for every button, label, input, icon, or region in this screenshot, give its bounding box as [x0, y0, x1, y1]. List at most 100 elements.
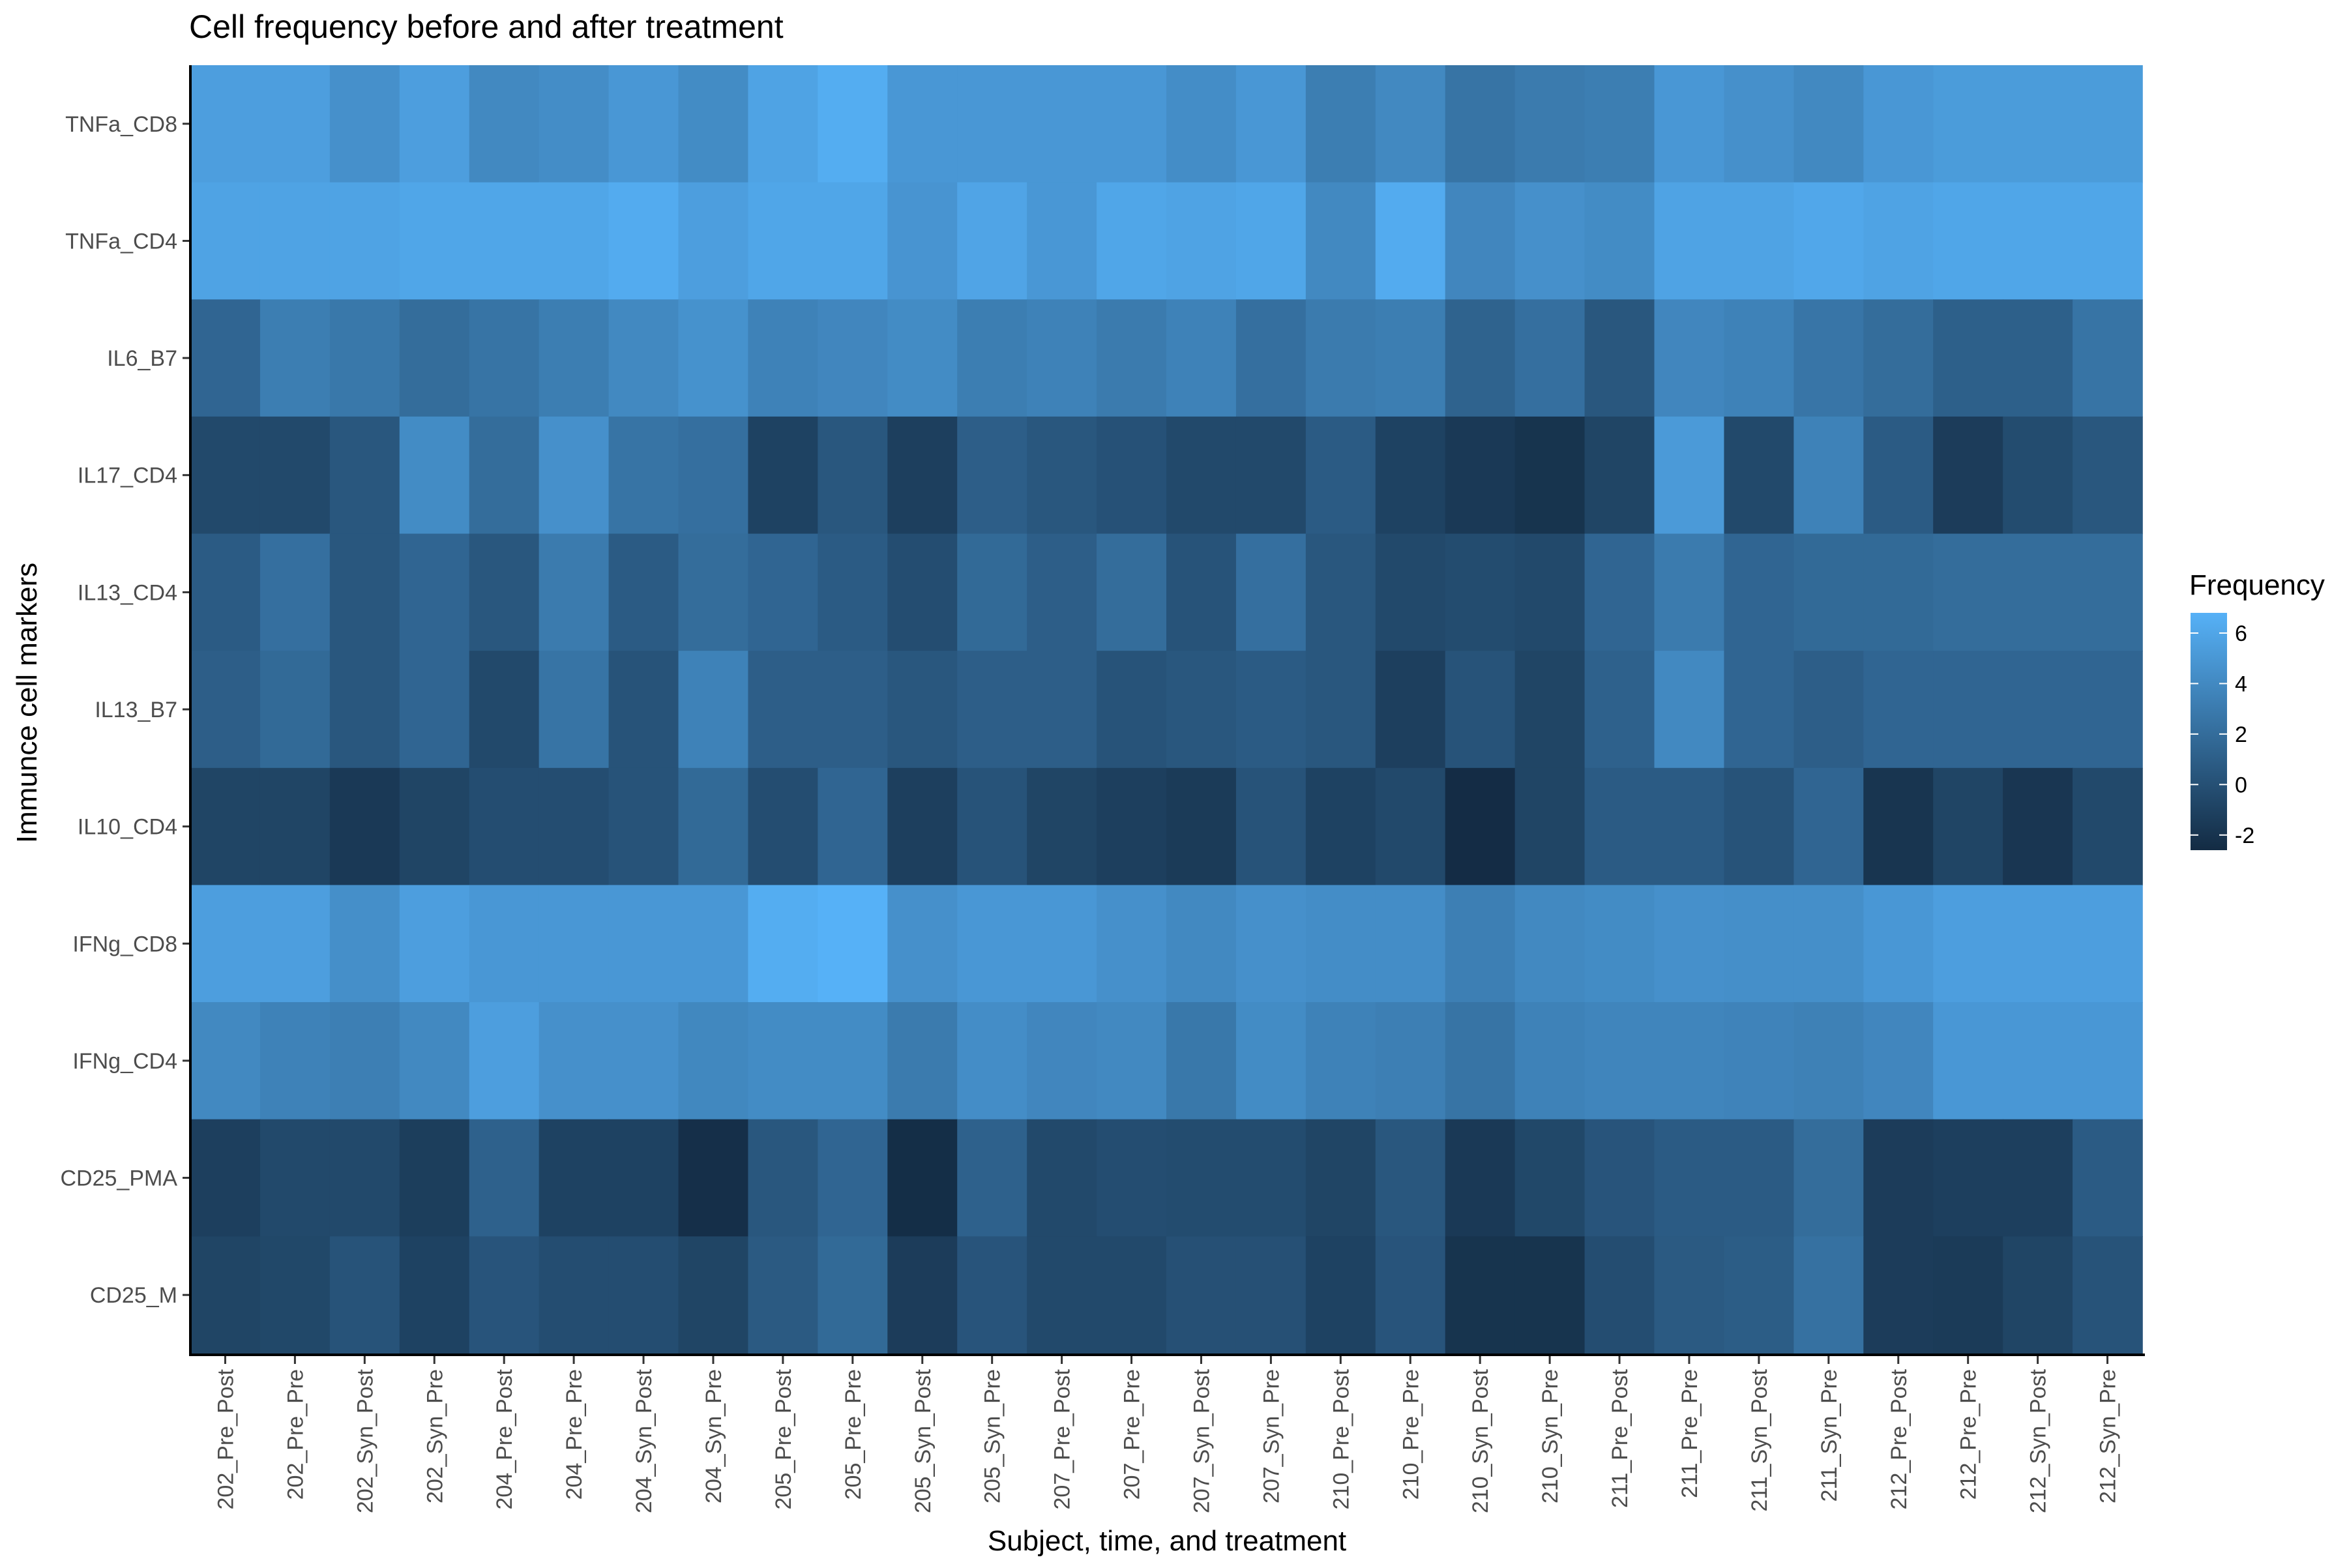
heatmap-cell	[1445, 651, 1516, 769]
legend-colorbar	[2191, 613, 2227, 850]
heatmap-cell	[1863, 416, 1934, 535]
heatmap-cells	[190, 65, 2143, 1354]
heatmap-cell	[608, 767, 679, 886]
heatmap-cell	[1445, 65, 1516, 183]
heatmap-cell	[1654, 767, 1725, 886]
heatmap-cell	[1933, 299, 2003, 417]
heatmap-cell	[399, 533, 470, 651]
x-tick-label: 204_Pre_Pre	[562, 1369, 587, 1500]
y-tick-label: IL10_CD4	[78, 815, 177, 840]
heatmap-cell	[190, 1119, 261, 1237]
heatmap-cell	[1027, 767, 1097, 886]
heatmap-cell	[1166, 182, 1237, 301]
heatmap-cell	[259, 1236, 331, 1354]
heatmap-cell	[1027, 885, 1097, 1003]
heatmap-cell	[1793, 65, 1865, 183]
heatmap-cell	[818, 651, 889, 769]
y-tick-label: TNFa_CD8	[65, 112, 177, 137]
heatmap-cell	[1514, 885, 1586, 1003]
heatmap-cell	[2073, 65, 2143, 183]
heatmap-cell	[1166, 416, 1237, 535]
heatmap-cell	[678, 533, 749, 651]
x-tick-label: 212_Syn_Pre	[2096, 1369, 2121, 1503]
heatmap-cell	[1863, 767, 1934, 886]
heatmap-cell	[957, 651, 1027, 769]
heatmap-cell	[1654, 885, 1725, 1003]
legend-tick-label: 6	[2235, 621, 2247, 646]
heatmap-cell	[608, 65, 679, 183]
heatmap-cell	[399, 299, 470, 417]
heatmap-cell	[887, 1119, 958, 1237]
heatmap-cell	[1654, 1002, 1725, 1120]
legend: Frequency 6 4 2 0 -2	[2189, 569, 2325, 850]
y-tick-label: TNFa_CD4	[65, 229, 177, 254]
heatmap-cell	[1724, 182, 1795, 301]
heatmap-cell	[259, 1119, 331, 1237]
heatmap-cell	[1166, 885, 1237, 1003]
heatmap-cell	[1933, 416, 2003, 535]
heatmap-cell	[957, 299, 1027, 417]
heatmap-cell	[469, 1119, 540, 1237]
heatmap-cell	[1584, 1002, 1655, 1120]
x-tick-label: 202_Pre_Post	[214, 1368, 239, 1509]
heatmap-cell	[1863, 533, 1934, 651]
heatmap-cell	[818, 1002, 889, 1120]
heatmap-cell	[2073, 767, 2143, 886]
heatmap-cell	[1235, 885, 1306, 1003]
heatmap-cell	[469, 1236, 540, 1354]
heatmap-cell	[1027, 182, 1097, 301]
heatmap-cell	[1375, 299, 1446, 417]
heatmap-cell	[887, 1236, 958, 1354]
heatmap-cell	[1933, 1236, 2003, 1354]
heatmap-cell	[2003, 1002, 2073, 1120]
heatmap-cell	[678, 1002, 749, 1120]
x-tick-label: 210_Syn_Post	[1468, 1368, 1493, 1513]
heatmap-cell	[818, 1119, 889, 1237]
heatmap-cell	[329, 651, 400, 769]
heatmap-cell	[190, 885, 261, 1003]
heatmap-cell	[329, 65, 400, 183]
heatmap-cell	[1375, 1236, 1446, 1354]
heatmap-cell	[1793, 416, 1865, 535]
heatmap-cell	[1235, 1002, 1306, 1120]
heatmap-cell	[2073, 1119, 2143, 1237]
heatmap-cell	[748, 533, 819, 651]
heatmap-cell	[1863, 885, 1934, 1003]
heatmap-cell	[1445, 416, 1516, 535]
heatmap-cell	[1724, 1002, 1795, 1120]
heatmap-cell	[190, 416, 261, 535]
heatmap-cell	[1793, 533, 1865, 651]
heatmap-cell	[2003, 767, 2073, 886]
y-tick-label: CD25_PMA	[60, 1166, 177, 1191]
heatmap-cell	[1514, 416, 1586, 535]
heatmap-cell	[2073, 416, 2143, 535]
heatmap-cell	[259, 416, 331, 535]
heatmap-cell	[1166, 1236, 1237, 1354]
heatmap-cell	[887, 299, 958, 417]
x-tick-label: 204_Syn_Pre	[701, 1369, 726, 1503]
chart-title: Cell frequency before and after treatmen…	[189, 8, 784, 45]
heatmap-cell	[539, 65, 610, 183]
x-axis-ticks: 202_Pre_Post 202_Pre_Pre 202_Syn_Post 202_S…	[214, 1356, 2121, 1513]
heatmap-cell	[190, 1002, 261, 1120]
heatmap-cell	[678, 1236, 749, 1354]
heatmap-cell	[399, 767, 470, 886]
heatmap-cell	[1445, 533, 1516, 651]
heatmap-cell	[818, 885, 889, 1003]
heatmap-cell	[1305, 767, 1376, 886]
heatmap-cell	[399, 416, 470, 535]
heatmap-cell	[1584, 767, 1655, 886]
heatmap-cell	[1166, 767, 1237, 886]
heatmap-cell	[1097, 1119, 1167, 1237]
heatmap-cell	[469, 1002, 540, 1120]
heatmap-cell	[1445, 767, 1516, 886]
heatmap-cell	[957, 1002, 1027, 1120]
heatmap-cell	[1654, 182, 1725, 301]
heatmap-cell	[1305, 1002, 1376, 1120]
heatmap-cell	[1514, 1002, 1586, 1120]
heatmap-cell	[2003, 533, 2073, 651]
heatmap-cell	[1933, 65, 2003, 183]
heatmap-cell	[1375, 533, 1446, 651]
heatmap-cell	[1724, 767, 1795, 886]
heatmap-cell	[329, 182, 400, 301]
